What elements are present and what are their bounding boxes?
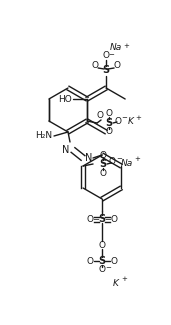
Text: =: = xyxy=(93,214,100,223)
Text: O: O xyxy=(115,116,122,125)
Text: +: + xyxy=(123,43,129,49)
Text: O: O xyxy=(106,110,113,119)
Text: O: O xyxy=(100,168,107,177)
Text: Na: Na xyxy=(110,44,122,53)
Text: HO: HO xyxy=(58,95,72,103)
Text: −: − xyxy=(105,265,111,271)
Text: O: O xyxy=(87,256,94,266)
Text: O: O xyxy=(109,158,116,166)
Text: O: O xyxy=(99,266,106,275)
Text: −: − xyxy=(121,115,127,121)
Text: −: − xyxy=(116,156,122,162)
Text: +: + xyxy=(135,115,141,121)
Text: N: N xyxy=(62,145,70,155)
Text: −: − xyxy=(108,52,114,58)
Text: O: O xyxy=(97,111,104,121)
Text: K: K xyxy=(113,279,119,288)
Text: O: O xyxy=(114,61,121,71)
Text: N: N xyxy=(85,153,93,163)
Text: O: O xyxy=(87,214,94,224)
Text: O: O xyxy=(92,61,99,71)
Text: O: O xyxy=(106,127,113,136)
Text: +: + xyxy=(134,156,140,162)
Text: H₂N: H₂N xyxy=(35,132,52,140)
Text: K: K xyxy=(128,118,134,126)
Text: S: S xyxy=(98,256,106,266)
Text: O: O xyxy=(100,150,107,160)
Text: S: S xyxy=(100,159,107,169)
Text: S: S xyxy=(103,65,110,75)
Text: S: S xyxy=(98,214,106,224)
Text: O: O xyxy=(111,214,118,224)
Text: O: O xyxy=(99,240,106,250)
Text: +: + xyxy=(121,276,127,282)
Text: O: O xyxy=(103,51,110,60)
Text: Na: Na xyxy=(121,159,133,167)
Text: O: O xyxy=(111,256,118,266)
Text: =: = xyxy=(105,214,112,223)
Text: S: S xyxy=(106,118,113,128)
